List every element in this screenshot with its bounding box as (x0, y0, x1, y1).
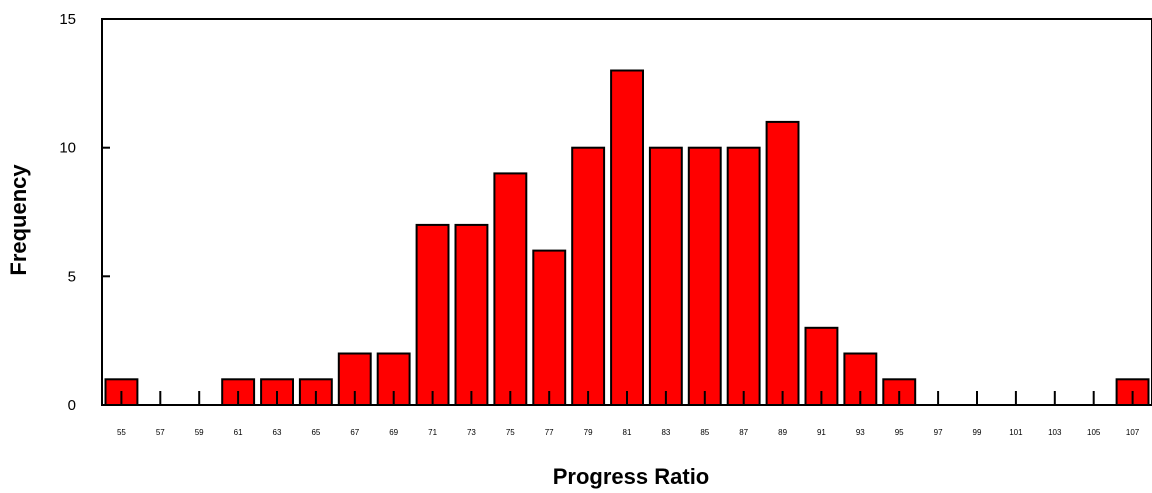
x-tick-label-55: 55 (117, 428, 126, 437)
x-tick-label-61: 61 (234, 428, 243, 437)
x-tick-label-75: 75 (506, 428, 515, 437)
y-tick-label-15: 15 (59, 11, 76, 28)
x-tick-label-101: 101 (1009, 428, 1023, 437)
bar-71 (415, 223, 450, 406)
x-tick-label-65: 65 (311, 428, 320, 437)
x-tick-label-87: 87 (739, 428, 748, 437)
x-tick-label-77: 77 (545, 428, 554, 437)
x-tick-label-57: 57 (156, 428, 165, 437)
x-tick-label-89: 89 (778, 428, 787, 437)
bar-81 (610, 69, 644, 406)
x-tick-label-73: 73 (467, 428, 476, 437)
x-tick-label-85: 85 (700, 428, 709, 437)
y-ticks-group: 0 5 10 15 (59, 11, 110, 414)
x-tick-label-103: 103 (1048, 428, 1062, 437)
y-axis-title: Frequency (6, 164, 31, 276)
x-tick-label-95: 95 (895, 428, 904, 437)
x-tick-label-69: 69 (389, 428, 398, 437)
x-axis-title: Progress Ratio (553, 464, 710, 489)
bar-77 (532, 249, 567, 406)
x-tick-label-91: 91 (817, 428, 826, 437)
x-tick-label-63: 63 (273, 428, 282, 437)
bar-83 (648, 146, 683, 406)
x-tick-label-71: 71 (428, 428, 437, 437)
bar-73 (454, 223, 489, 406)
x-tick-label-67: 67 (350, 428, 359, 437)
bar-89 (765, 120, 800, 407)
x-tick-label-93: 93 (856, 428, 865, 437)
bar-75 (493, 172, 528, 406)
bar-79 (571, 146, 606, 406)
x-tick-label-79: 79 (584, 428, 593, 437)
x-tick-label-107: 107 (1126, 428, 1140, 437)
x-tick-label-105: 105 (1087, 428, 1101, 437)
x-tick-label-59: 59 (195, 428, 204, 437)
x-ticks-group: 55 57 59 61 63 65 67 69 71 73 75 77 79 81 83 85 87 89 91 93… (117, 391, 1140, 437)
y-tick-label-0: 0 (68, 397, 76, 414)
y-tick-label-10: 10 (59, 140, 76, 157)
x-tick-label-97: 97 (934, 428, 943, 437)
bar-87 (726, 146, 761, 406)
y-tick-label-5: 5 (68, 268, 76, 285)
bar-85 (687, 146, 722, 406)
x-tick-label-81: 81 (623, 428, 632, 437)
x-tick-label-99: 99 (973, 428, 982, 437)
x-tick-label-83: 83 (661, 428, 670, 437)
